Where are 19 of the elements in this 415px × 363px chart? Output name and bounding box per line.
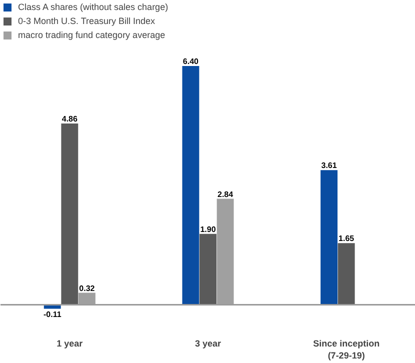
x-tick-label: 1 year: [56, 338, 84, 348]
bar: [61, 123, 78, 305]
data-label: 4.86: [62, 114, 78, 124]
x-tick-label: Since inception (7-29-19): [313, 338, 380, 360]
data-label: 3.61: [321, 161, 338, 170]
bar: [182, 66, 200, 305]
bar: [338, 243, 355, 305]
data-label: 0.32: [79, 284, 96, 293]
legend-label: macro trading fund category average: [18, 30, 166, 40]
data-label: 2.84: [218, 190, 234, 199]
bar: [200, 234, 216, 305]
data-label: 1.65: [338, 234, 355, 244]
data-label: -0.11: [43, 310, 62, 319]
data-label: 1.90: [200, 224, 216, 234]
x-tick-label: 3 year: [194, 338, 222, 348]
data-label: 6.40: [182, 57, 200, 66]
bar: [320, 170, 338, 305]
legend-label: Class A shares (without sales charge): [18, 2, 168, 12]
legend-label: 0-3 Month U.S. Treasury Bill Index: [18, 16, 156, 26]
